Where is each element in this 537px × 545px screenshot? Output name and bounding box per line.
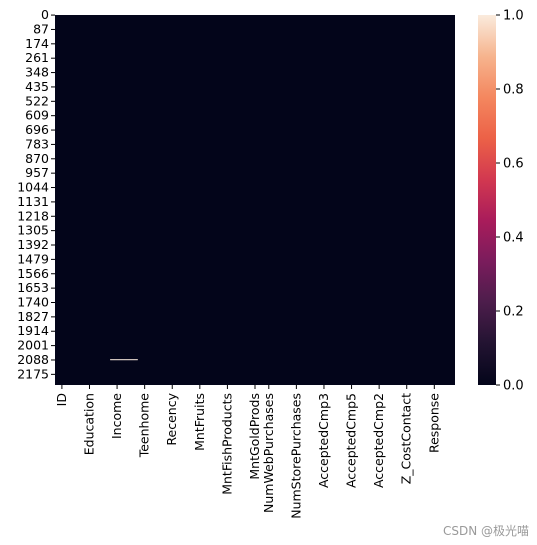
y-tick-label-9: 783	[25, 136, 49, 151]
x-tick-label-14: Response	[426, 393, 441, 453]
y-tick-label-16: 1392	[17, 237, 49, 252]
colorbar-tick-label-3: 0.6	[503, 157, 524, 172]
y-tick-label-12: 1044	[17, 180, 49, 195]
colorbar-tick-label-5: 1.0	[503, 9, 524, 24]
y-tick-label-7: 609	[25, 108, 49, 123]
x-tick-label-4: Recency	[164, 392, 179, 445]
colorbar-tick-label-4: 0.8	[503, 83, 524, 98]
y-tick-label-25: 2175	[17, 366, 49, 381]
x-tick-label-5: MntFruits	[192, 393, 207, 451]
heatmap-cell-1	[110, 359, 124, 361]
y-tick-label-22: 1914	[17, 323, 49, 338]
y-tick-label-8: 696	[25, 122, 49, 137]
x-tick-label-0: ID	[54, 393, 69, 406]
y-tick-label-3: 261	[25, 50, 49, 65]
x-tick-label-13: Z_CostContact	[399, 393, 414, 484]
y-tick-label-19: 1653	[17, 280, 49, 295]
y-tick-label-1: 87	[33, 21, 49, 36]
y-tick-label-13: 1131	[17, 194, 49, 209]
x-tick-label-12: AcceptedCmp2	[371, 393, 386, 488]
heatmap-cells	[55, 15, 455, 385]
x-axis-ticks: ID Education Income Teenhome Recency MntFruit…	[54, 385, 441, 519]
x-tick-label-9: NumStorePurchases	[288, 393, 303, 519]
colorbar-tick-label-1: 0.2	[503, 305, 524, 320]
heatmap-background	[55, 15, 455, 385]
y-tick-label-21: 1827	[17, 309, 49, 324]
x-tick-label-10: AcceptedCmp3	[316, 393, 331, 488]
y-tick-label-2: 174	[25, 36, 49, 51]
y-tick-label-15: 1305	[17, 223, 49, 238]
x-tick-label-8: NumWebPurchases	[261, 393, 276, 513]
x-tick-label-7: MntGoldProds	[247, 393, 262, 480]
x-tick-label-6: MntFishProducts	[219, 393, 234, 495]
colorbar: 0.0 0.2 0.4 0.6 0.8 1.0	[478, 9, 524, 394]
y-axis-ticks: 0871742613484355226096967838709571044113…	[17, 7, 55, 381]
x-tick-label-11: AcceptedCmp5	[344, 393, 359, 488]
colorbar-tick-label-0: 0.0	[503, 379, 524, 394]
y-tick-label-20: 1740	[17, 294, 49, 309]
y-tick-label-17: 1479	[17, 251, 49, 266]
y-tick-label-24: 2088	[17, 352, 49, 367]
x-tick-label-2: Income	[109, 393, 124, 439]
y-tick-label-14: 1218	[17, 208, 49, 223]
y-tick-label-11: 957	[25, 165, 49, 180]
y-tick-label-6: 522	[25, 93, 49, 108]
y-tick-label-23: 2001	[17, 338, 49, 353]
colorbar-gradient	[478, 15, 496, 385]
x-tick-label-3: Teenhome	[137, 393, 152, 459]
y-tick-label-5: 435	[25, 79, 49, 94]
y-tick-label-4: 348	[25, 65, 49, 80]
y-tick-label-0: 0	[41, 7, 49, 22]
y-tick-label-18: 1566	[17, 266, 49, 281]
watermark: CSDN @极光喵	[442, 524, 529, 538]
heatmap-cell-3	[123, 359, 138, 361]
colorbar-tick-label-2: 0.4	[503, 231, 524, 246]
x-tick-label-1: Education	[81, 393, 96, 455]
y-tick-label-10: 870	[25, 151, 49, 166]
